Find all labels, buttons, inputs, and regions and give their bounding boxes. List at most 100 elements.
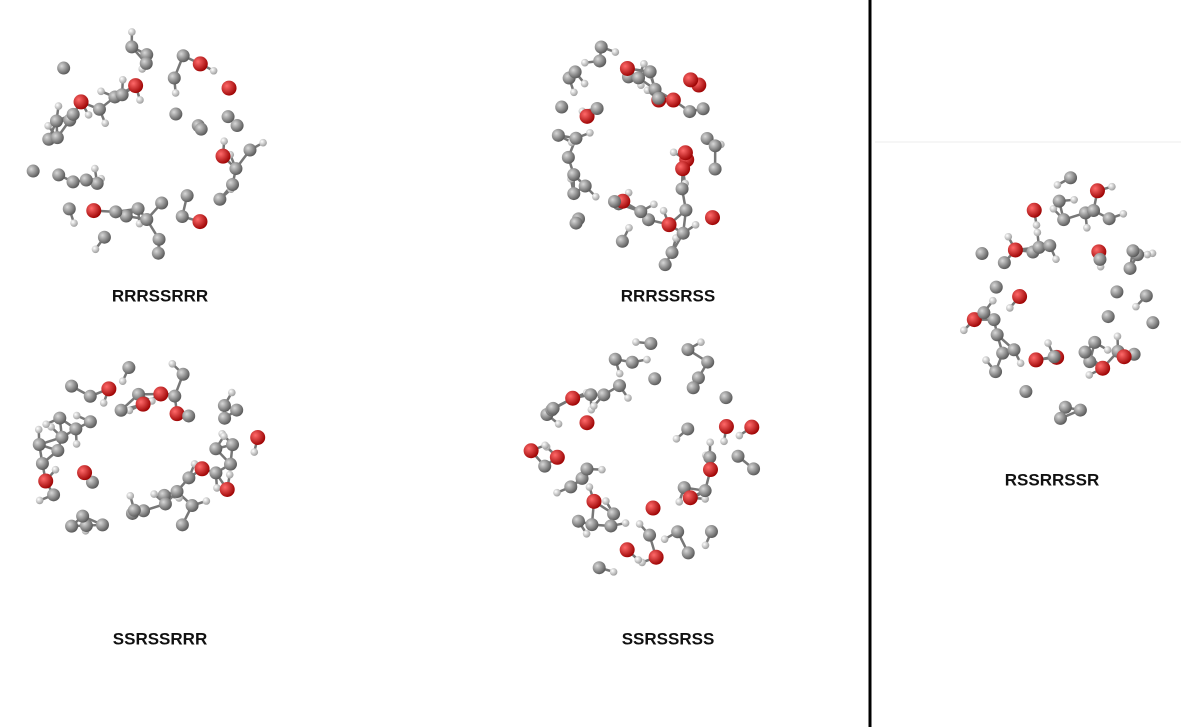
- carbon-atom: [676, 226, 690, 240]
- carbon-atom: [1057, 213, 1071, 227]
- hydrogen-atom: [259, 138, 267, 147]
- carbon-atom: [679, 203, 693, 217]
- oxygen-atom: [675, 161, 691, 177]
- hydrogen-atom: [101, 119, 110, 127]
- carbon-atom: [114, 403, 128, 417]
- carbon-atom: [593, 54, 607, 68]
- carbon-atom: [608, 352, 622, 366]
- hydrogen-atom: [118, 75, 127, 84]
- carbon-atom: [76, 509, 90, 523]
- hydrogen-atom: [150, 490, 158, 498]
- oxygen-atom: [38, 473, 54, 489]
- carbon-atom: [658, 258, 672, 272]
- hydrogen-atom: [1085, 371, 1094, 379]
- hydrogen-atom: [634, 556, 643, 564]
- carbon-atom: [109, 205, 123, 219]
- hydrogen-atom: [228, 388, 236, 397]
- carbon-atom: [597, 388, 611, 402]
- molecule-renders: [26, 28, 1160, 576]
- oxygen-atom: [215, 148, 231, 164]
- hydrogen-atom: [1108, 182, 1116, 191]
- hydrogen-atom: [632, 338, 640, 346]
- carbon-atom: [625, 355, 639, 369]
- hydrogen-atom: [609, 568, 618, 576]
- carbon-atom: [708, 162, 722, 176]
- carbon-atom: [592, 561, 606, 575]
- hydrogen-atom: [44, 121, 52, 130]
- hydrogen-atom: [125, 406, 134, 415]
- hydrogen-atom: [54, 102, 63, 110]
- carbon-atom: [642, 213, 656, 227]
- hydrogen-atom: [960, 326, 968, 335]
- hydrogen-atom: [1004, 232, 1013, 241]
- hydrogen-atom: [1052, 255, 1060, 264]
- hydrogen-atom: [220, 432, 228, 440]
- carbon-atom: [569, 131, 583, 145]
- carbon-atom: [151, 246, 165, 260]
- carbon-atom: [83, 415, 97, 429]
- oxygen-atom: [250, 429, 266, 445]
- oxygen-atom: [86, 203, 102, 219]
- carbon-atom: [1053, 411, 1067, 425]
- carbon-atom: [571, 514, 585, 528]
- hydrogen-atom: [615, 369, 624, 378]
- hydrogen-atom: [624, 394, 632, 402]
- hydrogen-atom: [1006, 304, 1014, 312]
- carbon-atom: [26, 164, 40, 178]
- carbon-atom: [226, 438, 240, 452]
- carbon-atom: [66, 107, 80, 121]
- carbon-atom: [217, 399, 231, 413]
- carbon-atom: [169, 107, 183, 121]
- carbon-atom: [1126, 244, 1140, 258]
- carbon-atom: [703, 450, 717, 464]
- carbon-atom: [551, 128, 565, 142]
- carbon-atom: [182, 409, 196, 423]
- carbon-atom: [997, 256, 1011, 270]
- carbon-atom: [226, 178, 240, 192]
- hydrogen-atom: [672, 435, 681, 443]
- carbon-atom: [594, 40, 608, 54]
- carbon-atom: [47, 488, 61, 502]
- carbon-atom: [719, 391, 733, 405]
- carbon-atom: [580, 462, 594, 476]
- hydrogen-atom: [213, 484, 221, 492]
- carbon-atom: [686, 381, 700, 395]
- hydrogen-atom: [585, 483, 594, 491]
- carbon-atom: [170, 484, 184, 498]
- oxygen-atom: [1095, 360, 1111, 376]
- hydrogen-atom: [1016, 359, 1025, 368]
- hydrogen-atom: [34, 425, 43, 434]
- carbon-atom: [1110, 285, 1124, 299]
- carbon-atom: [747, 462, 761, 476]
- carbon-atom: [1064, 171, 1078, 185]
- carbon-atom: [62, 202, 76, 216]
- oxygen-atom: [1012, 289, 1028, 305]
- carbon-atom: [243, 143, 257, 157]
- oxygen-atom: [966, 312, 982, 328]
- carbon-atom: [681, 422, 695, 436]
- carbon-atom: [546, 401, 560, 415]
- hydrogen-atom: [84, 111, 93, 119]
- hydrogen-atom: [621, 519, 630, 527]
- hydrogen-atom: [220, 137, 228, 146]
- carbon-atom: [152, 232, 166, 246]
- carbon-atom: [168, 389, 182, 403]
- carbon-atom: [671, 525, 685, 539]
- carbon-atom: [176, 367, 190, 381]
- hydrogen-atom: [691, 221, 700, 229]
- hydrogen-atom: [650, 200, 658, 209]
- hydrogen-atom: [541, 441, 549, 450]
- carbon-atom: [696, 102, 710, 116]
- oxygen-atom: [744, 419, 760, 435]
- carbon-atom: [567, 168, 581, 182]
- hydrogen-atom: [640, 60, 648, 68]
- hydrogen-atom: [209, 66, 218, 75]
- oxygen-atom: [682, 490, 698, 506]
- carbon-atom: [612, 379, 626, 393]
- carbon-atom: [65, 519, 79, 533]
- carbon-atom: [221, 110, 235, 124]
- oxygen-atom: [135, 396, 151, 412]
- carbon-atom: [35, 456, 49, 470]
- oxygen-atom: [579, 108, 595, 124]
- carbon-atom: [51, 444, 65, 458]
